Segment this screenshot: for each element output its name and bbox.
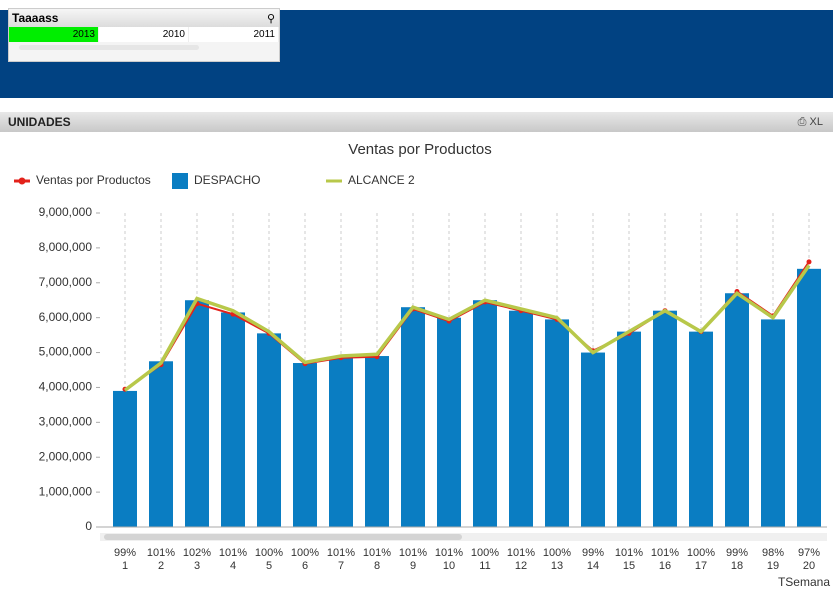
scrollbar-track[interactable] <box>100 533 827 541</box>
y-tick-label: 4,000,000 <box>39 380 93 394</box>
scrollbar-thumb[interactable] <box>104 534 462 540</box>
x-tick-label: 2 <box>158 560 164 572</box>
x-sublabel: 100% <box>471 547 499 559</box>
line <box>123 264 811 392</box>
listbox-item[interactable]: 2011 <box>189 27 279 42</box>
x-tick-label: 20 <box>803 560 815 572</box>
xl-icon[interactable]: XL <box>809 116 823 128</box>
x-tick-label: 6 <box>302 560 308 572</box>
x-sublabel: 100% <box>687 547 715 559</box>
x-sublabel: 101% <box>435 547 463 559</box>
listbox-item[interactable]: 2013 <box>9 27 99 42</box>
x-tick-label: 19 <box>767 560 779 572</box>
x-sublabel: 101% <box>219 547 247 559</box>
x-sublabel: 97% <box>798 547 820 559</box>
x-sublabel: 98% <box>762 547 784 559</box>
x-sublabel: 99% <box>726 547 748 559</box>
x-sublabel: 99% <box>582 547 604 559</box>
scrollbar[interactable] <box>19 45 199 50</box>
listbox-title: Taaaass ⚲ <box>9 9 279 27</box>
listbox-item[interactable]: 2010 <box>99 27 189 42</box>
x-sublabel: 100% <box>255 547 283 559</box>
bar <box>725 293 749 527</box>
x-tick-label: 5 <box>266 560 272 572</box>
bar <box>545 319 569 527</box>
x-sublabel: 101% <box>399 547 427 559</box>
x-sublabel: 101% <box>615 547 643 559</box>
chart-title: Ventas por Productos <box>348 141 491 158</box>
legend-swatch <box>172 173 188 189</box>
bar <box>437 317 461 527</box>
listbox-title-text: Taaaass <box>12 11 59 25</box>
x-tick-label: 10 <box>443 560 455 572</box>
bar <box>365 356 389 527</box>
bar <box>329 357 353 527</box>
x-tick-label: 4 <box>230 560 236 572</box>
y-tick-label: 8,000,000 <box>39 240 93 254</box>
x-tick-label: 14 <box>587 560 599 572</box>
y-tick-label: 2,000,000 <box>39 449 93 463</box>
x-sublabel: 101% <box>651 547 679 559</box>
x-sublabel: 101% <box>147 547 175 559</box>
y-tick-label: 7,000,000 <box>39 275 93 289</box>
legend-label: Ventas por Productos <box>36 173 151 187</box>
listbox-items: 2013 2010 2011 <box>9 27 279 42</box>
point <box>806 259 812 265</box>
x-tick-label: 11 <box>479 560 490 572</box>
search-icon[interactable]: ⚲ <box>266 13 275 25</box>
x-tick-label: 17 <box>695 560 707 572</box>
bar <box>257 333 281 527</box>
bar <box>581 352 605 527</box>
bar <box>473 300 497 527</box>
y-tick-label: 0 <box>85 519 92 533</box>
panel-icons[interactable]: ⎙ XL <box>797 116 823 128</box>
bar <box>689 331 713 527</box>
x-sublabel: 101% <box>507 547 535 559</box>
bar <box>617 331 641 527</box>
x-sublabel: 101% <box>327 547 355 559</box>
chart: Ventas por Productos TSemana 0 1,000,000 2… <box>14 141 830 589</box>
x-tick-label: 18 <box>731 560 743 572</box>
x-tick-label: 8 <box>374 560 380 572</box>
x-tick-label: 3 <box>194 560 200 572</box>
panel-title: UNIDADES <box>8 115 71 129</box>
x-tick-label: 9 <box>410 560 416 572</box>
x-tick-label: 15 <box>623 560 635 572</box>
bar <box>509 310 533 527</box>
y-tick-label: 5,000,000 <box>39 345 93 359</box>
x-sublabel: 100% <box>291 547 319 559</box>
x-tick-label: 16 <box>659 560 671 572</box>
x-tick-label: 7 <box>338 560 344 572</box>
x-axis-label: TSemana <box>778 575 830 589</box>
x-sublabel: 100% <box>543 547 571 559</box>
y-tick-label: 6,000,000 <box>39 310 93 324</box>
bar <box>293 363 317 527</box>
bar <box>761 319 785 527</box>
panel-header: UNIDADES ⎙ XL <box>0 112 833 132</box>
bar <box>797 268 821 527</box>
legend-label: ALCANCE 2 <box>348 173 415 187</box>
x-sublabel: 99% <box>114 547 136 559</box>
x-tick-label: 1 <box>122 560 128 572</box>
bar <box>149 361 173 527</box>
legend-label: DESPACHO <box>194 173 260 187</box>
x-tick-label: 13 <box>551 560 563 572</box>
bar <box>401 307 425 527</box>
y-tick-label: 3,000,000 <box>39 415 93 429</box>
legend-marker <box>18 177 26 185</box>
y-tick-label: 9,000,000 <box>39 205 93 219</box>
bar <box>113 390 137 527</box>
x-sublabel: 101% <box>363 547 391 559</box>
listbox[interactable]: Taaaass ⚲ 2013 2010 2011 <box>8 8 280 62</box>
y-tick-label: 1,000,000 <box>39 484 93 498</box>
bar <box>653 310 677 527</box>
x-sublabel: 102% <box>183 547 211 559</box>
bar <box>185 300 209 527</box>
bar <box>221 312 245 527</box>
x-tick-label: 12 <box>515 560 527 572</box>
